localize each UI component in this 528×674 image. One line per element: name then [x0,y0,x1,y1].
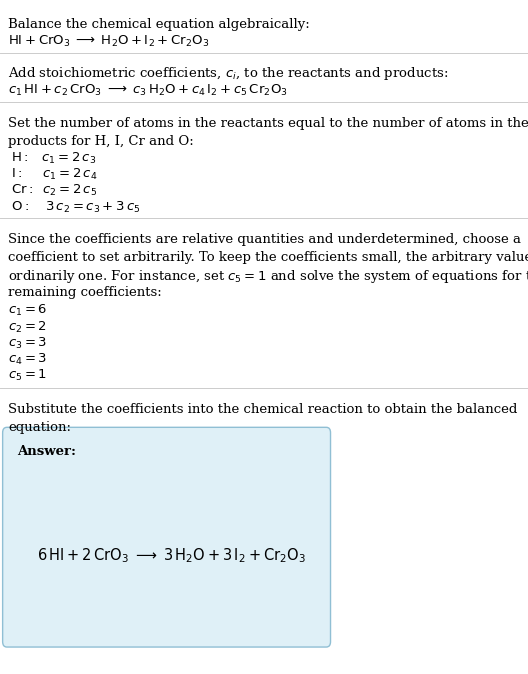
Text: Balance the chemical equation algebraically:: Balance the chemical equation algebraica… [8,18,309,30]
Text: Set the number of atoms in the reactants equal to the number of atoms in the: Set the number of atoms in the reactants… [8,117,528,130]
Text: $c_1\,\mathrm{HI} + c_2\,\mathrm{CrO_3} \;\longrightarrow\; c_3\,\mathrm{H_2O} +: $c_1\,\mathrm{HI} + c_2\,\mathrm{CrO_3} … [8,83,288,98]
Text: Answer:: Answer: [17,445,77,458]
Text: $c_5 = 1$: $c_5 = 1$ [8,368,47,383]
Text: ordinarily one. For instance, set $c_5 = 1$ and solve the system of equations fo: ordinarily one. For instance, set $c_5 =… [8,268,528,285]
Text: $\mathrm{O:}\;\;\;\; 3\,c_2 = c_3 + 3\,c_5$: $\mathrm{O:}\;\;\;\; 3\,c_2 = c_3 + 3\,c… [11,200,140,214]
Text: Since the coefficients are relative quantities and underdetermined, choose a: Since the coefficients are relative quan… [8,233,521,246]
Text: $c_1 = 6$: $c_1 = 6$ [8,303,47,318]
Text: $\mathrm{HI + CrO_3 \;\longrightarrow\; H_2O + I_2 + Cr_2O_3}$: $\mathrm{HI + CrO_3 \;\longrightarrow\; … [8,34,209,49]
Text: $6\,\mathrm{HI} + 2\,\mathrm{CrO_3} \;\longrightarrow\; 3\,\mathrm{H_2O} + 3\,\m: $6\,\mathrm{HI} + 2\,\mathrm{CrO_3} \;\l… [37,547,306,565]
Text: $c_3 = 3$: $c_3 = 3$ [8,336,47,350]
Text: $\mathrm{Cr:}\;\; c_2 = 2\,c_5$: $\mathrm{Cr:}\;\; c_2 = 2\,c_5$ [11,183,97,198]
Text: coefficient to set arbitrarily. To keep the coefficients small, the arbitrary va: coefficient to set arbitrarily. To keep … [8,251,528,264]
Text: Add stoichiometric coefficients, $c_i$, to the reactants and products:: Add stoichiometric coefficients, $c_i$, … [8,65,448,82]
Text: remaining coefficients:: remaining coefficients: [8,286,162,299]
Text: $\mathrm{I:}\;\;\;\;\; c_1 = 2\,c_4$: $\mathrm{I:}\;\;\;\;\; c_1 = 2\,c_4$ [11,167,97,182]
Text: $\mathrm{H:}\;\;\; c_1 = 2\,c_3$: $\mathrm{H:}\;\;\; c_1 = 2\,c_3$ [11,151,96,166]
Text: products for H, I, Cr and O:: products for H, I, Cr and O: [8,135,194,148]
Text: equation:: equation: [8,421,71,433]
FancyBboxPatch shape [3,427,331,647]
Text: $c_4 = 3$: $c_4 = 3$ [8,352,47,367]
Text: $c_2 = 2$: $c_2 = 2$ [8,319,47,334]
Text: Substitute the coefficients into the chemical reaction to obtain the balanced: Substitute the coefficients into the che… [8,403,517,416]
